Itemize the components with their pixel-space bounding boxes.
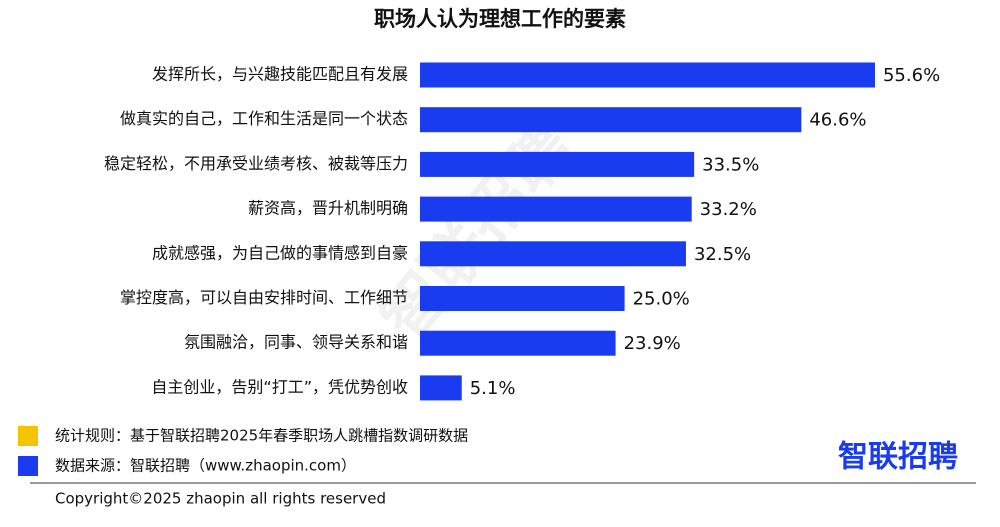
- value-label: 32.5%: [694, 244, 751, 265]
- category-label: 自主创业，告别“打工”，凭优势创收: [151, 377, 408, 396]
- note: 统计规则：基于智联招聘2025年春季职场人跳槽指数调研数据: [55, 427, 468, 445]
- bar: [420, 375, 462, 401]
- note: 数据来源：智联招聘（www.zhaopin.com）: [55, 457, 356, 475]
- value-label: 5.1%: [470, 378, 516, 399]
- value-label: 55.6%: [883, 65, 940, 86]
- bar: [420, 196, 692, 222]
- value-label: 33.5%: [702, 154, 759, 175]
- bar: [420, 107, 802, 133]
- bar: [420, 151, 695, 177]
- category-label: 稳定轻松，不用承受业绩考核、被裁等压力: [104, 154, 408, 173]
- category-label: 成就感强，为自己做的事情感到自豪: [152, 243, 408, 262]
- logo: 智联招聘: [838, 440, 958, 475]
- note-marker: [18, 426, 38, 446]
- value-label: 46.6%: [809, 110, 866, 131]
- category-label: 掌控度高，可以自由安排时间、工作细节: [120, 288, 408, 307]
- bar: [420, 286, 625, 311]
- bar: [420, 62, 875, 88]
- note-marker: [18, 456, 38, 476]
- category-label: 薪资高，晋升机制明确: [248, 199, 408, 218]
- chart-title: 职场人认为理想工作的要素: [374, 7, 626, 31]
- copyright: Copyright©2025 zhaopin all rights reserv…: [55, 490, 386, 508]
- bar: [420, 241, 686, 267]
- value-label: 25.0%: [633, 289, 690, 310]
- category-label: 发挥所长，与兴趣技能匹配且有发展: [152, 65, 408, 84]
- bar: [420, 330, 616, 356]
- category-label: 做真实的自己，工作和生活是同一个状态: [120, 109, 408, 128]
- category-label: 氛围融洽，同事、领导关系和谐: [184, 333, 408, 352]
- value-label: 33.2%: [700, 199, 757, 220]
- value-label: 23.9%: [624, 333, 681, 354]
